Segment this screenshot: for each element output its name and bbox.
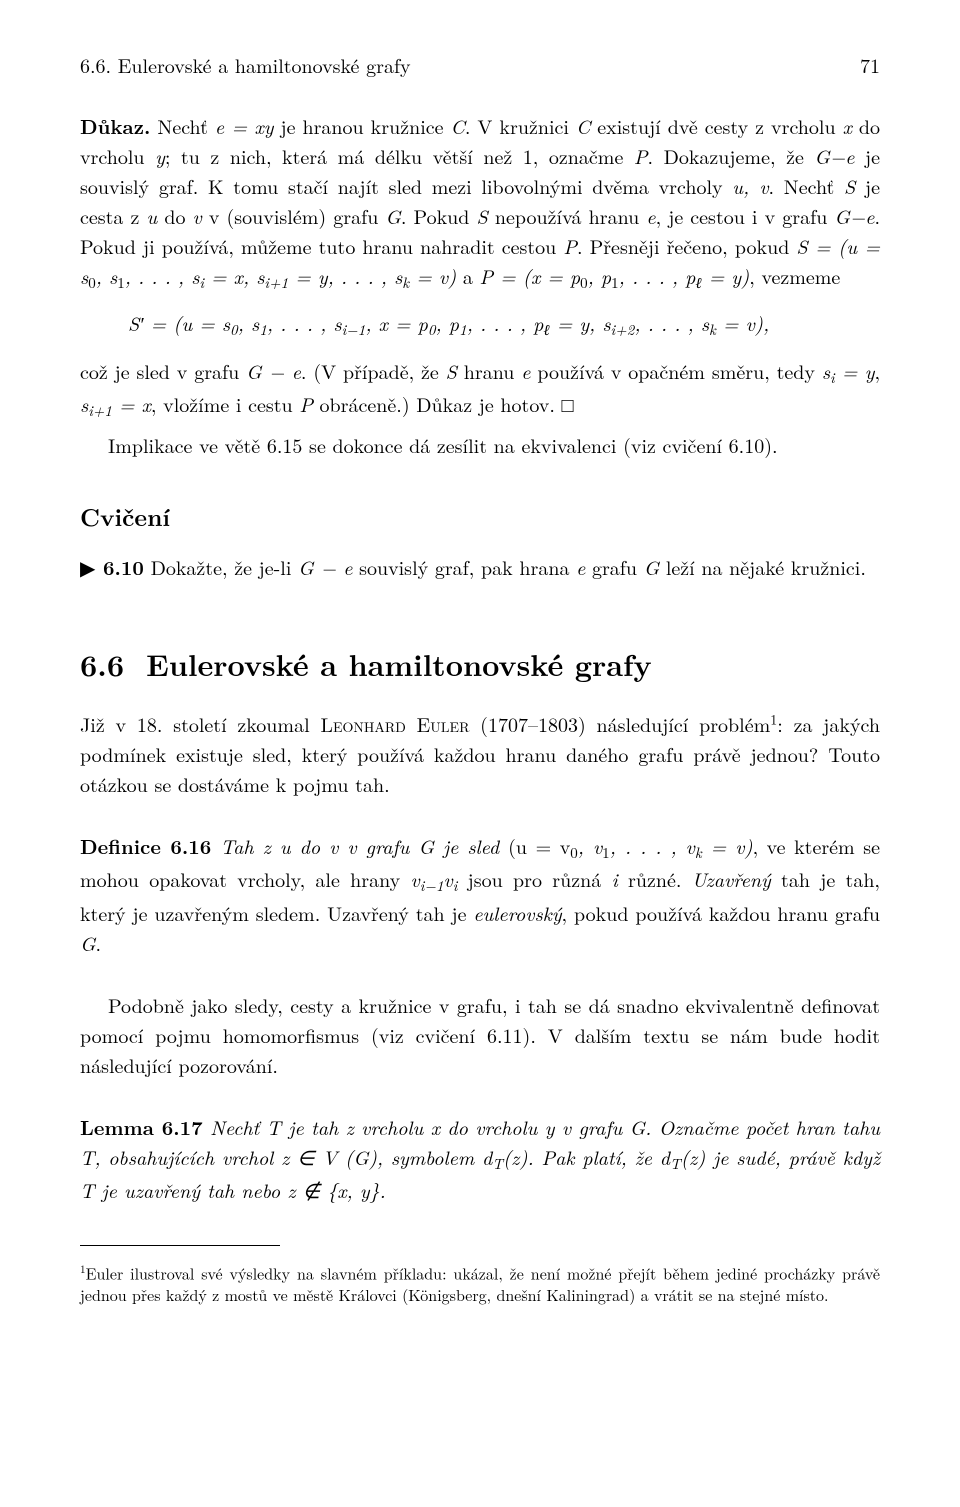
footnote-1: 1Euler ilustroval své výsledky na slavné… — [80, 1262, 880, 1307]
page-header: 6.6. Eulerovské a hamiltonovské grafy 71 — [80, 50, 880, 79]
section-number: 6.6 — [80, 642, 124, 685]
header-page-number: 71 — [860, 50, 880, 79]
author-name: Leonhard Euler — [320, 709, 469, 738]
proof-paragraph: Důkaz. Nechť e = xy je hranou kružnice C… — [80, 111, 880, 294]
definition-label: Definice 6.16 — [80, 831, 211, 860]
section-intro: Již v 18. století zkoumal Leonhard Euler… — [80, 709, 880, 799]
proof-label: Důkaz. — [80, 111, 150, 140]
lemma-label: Lemma 6.17 — [80, 1112, 203, 1141]
definition-6-16: Definice 6.16 Tah z u do v v grafu G je … — [80, 831, 880, 958]
footnote-rule — [80, 1245, 280, 1246]
proof-conclusion: což je sled v grafu G − e. (V případě, ž… — [80, 356, 880, 423]
homomorphism-paragraph: Podobně jako sledy, cesty a kružnice v g… — [80, 990, 880, 1080]
exercise-marker-icon: ▶ — [80, 552, 95, 581]
header-section-ref: 6.6. Eulerovské a hamiltonovské grafy — [80, 50, 411, 79]
lemma-6-17: Lemma 6.17 Nechť T je tah z vrcholu x do… — [80, 1112, 880, 1205]
exercises-heading: Cvičení — [80, 500, 880, 534]
section-heading: 6.6 Eulerovské a hamiltonovské grafy — [80, 642, 880, 685]
exercise-label: 6.10 — [95, 552, 144, 581]
section-title: Eulerovské a hamiltonovské grafy — [146, 642, 652, 685]
proof-implication: Implikace ve větě 6.15 se dokonce dá zes… — [80, 430, 880, 460]
display-equation: S′ = (u = s0, s1, . . . , si−1, x = p0, … — [128, 308, 880, 341]
page: 6.6. Eulerovské a hamiltonovské grafy 71… — [0, 0, 960, 1507]
exercise-6-10: ▶ 6.10 Dokažte, že je-li G − e souvislý … — [80, 552, 880, 582]
